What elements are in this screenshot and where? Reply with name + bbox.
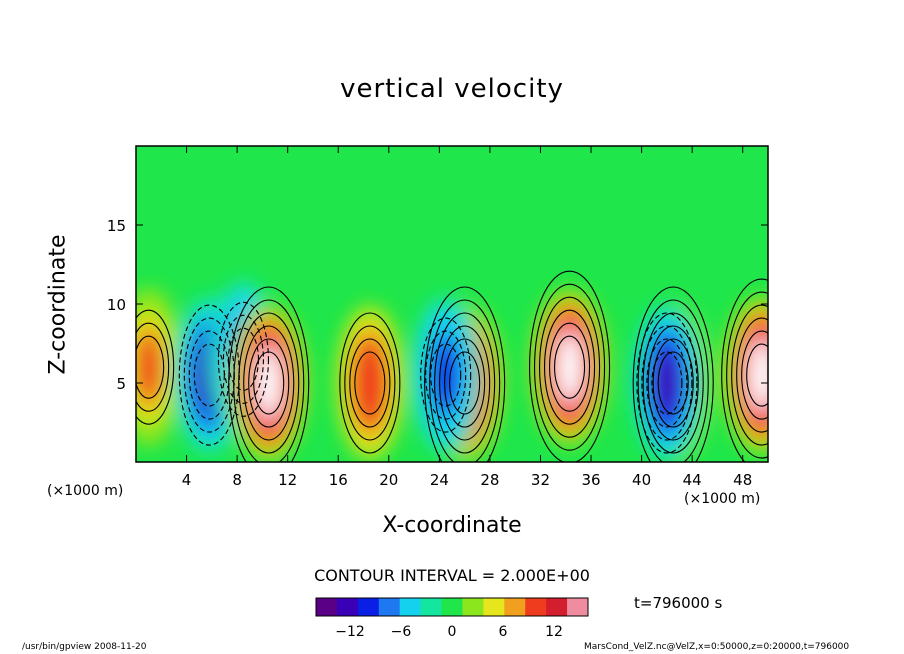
contour-ring: [554, 335, 586, 399]
colorbar-swatch: [567, 598, 589, 616]
colorbar-swatch: [462, 598, 484, 616]
contour-ring: [248, 338, 290, 428]
colorbar-swatch: [525, 598, 547, 616]
contour-ring: [425, 330, 467, 420]
colorbar-swatch: [378, 598, 401, 616]
x-axis-label: X-coordinate: [382, 513, 522, 538]
contour-ring: [434, 312, 496, 454]
contour-interval-label: CONTOUR INTERVAL = 2.000E+00: [314, 566, 590, 585]
contour-ring: [549, 322, 591, 412]
x-tick-label: 36: [581, 471, 600, 489]
contour-ring: [657, 351, 689, 415]
y-tick-label: 10: [107, 296, 126, 314]
y-tick-label: 15: [107, 217, 126, 235]
contour-ring: [641, 325, 693, 441]
contour-ring: [420, 317, 472, 433]
contour-lines: [136, 270, 768, 462]
colorbar-tick-label: −12: [335, 624, 365, 640]
contour-ring: [339, 312, 401, 454]
heatmap-cell: [138, 335, 160, 400]
contour-ring: [233, 299, 305, 462]
colorbar-swatch: [399, 598, 422, 616]
heatmap-cell: [359, 351, 381, 415]
heatmap-cell: [257, 351, 280, 415]
x-tick-label: 40: [632, 471, 651, 489]
contour-ring: [217, 301, 269, 417]
contour-ring: [637, 299, 709, 462]
contour-ring: [721, 278, 768, 462]
contour-ring: [652, 338, 694, 428]
colorbar-frame: [315, 597, 589, 617]
contour-ring: [449, 351, 481, 415]
contour-ring: [243, 325, 295, 441]
contour-ring: [534, 283, 606, 451]
contour-ring: [741, 330, 768, 420]
contour-ring: [344, 325, 396, 441]
heatmap-cell: [558, 335, 581, 400]
contour-ring: [222, 314, 264, 404]
contour-ring: [228, 286, 310, 462]
colorbar-swatch: [483, 598, 505, 616]
contour-ring: [539, 296, 601, 438]
x-tick-label: 32: [531, 471, 550, 489]
contour-ring: [354, 351, 386, 415]
time-label: t=796000 s: [634, 594, 723, 612]
contour-ring: [746, 343, 768, 407]
contour-ring: [136, 335, 165, 399]
contour-ring: [642, 312, 704, 454]
colorbar-swatch: [546, 598, 568, 616]
contour-ring: [529, 270, 611, 462]
contour-ring: [444, 338, 486, 428]
contour-ring: [647, 325, 699, 441]
contour-ring: [136, 322, 170, 412]
contour-ring: [651, 351, 683, 415]
colorbar-swatch: [336, 598, 359, 616]
contour-ring: [136, 309, 175, 425]
contour-ring: [238, 312, 300, 454]
contour-ring: [544, 309, 596, 425]
contour-ring: [632, 286, 714, 462]
colorbar-tick-label: 12: [545, 624, 563, 640]
x-tick-label: 44: [683, 471, 702, 489]
x-tick-label: 24: [430, 471, 449, 489]
heatmap-cell: [656, 351, 678, 415]
colorbar-tick-label: −6: [391, 624, 412, 640]
colorbar-swatch: [420, 598, 443, 616]
footer-left-text: /usr/bin/gpview 2008-11-20: [22, 642, 147, 652]
contour-ring: [636, 312, 698, 454]
colorbar-tick-label: 6: [499, 624, 508, 640]
chart-title: vertical velocity: [340, 74, 564, 104]
x-tick-label: 16: [329, 471, 348, 489]
colorbar-swatch: [357, 598, 380, 616]
footer-right-text: MarsCond_VelZ.nc@VelZ,x=0:50000,z=0:2000…: [584, 642, 850, 652]
y-tick-label: 5: [116, 375, 126, 393]
x-tick-label: 4: [182, 471, 192, 489]
contour-ring: [439, 325, 491, 441]
heatmap-cell: [750, 343, 768, 408]
colorbar-tick-label: 0: [448, 624, 457, 640]
contour-ring: [349, 338, 391, 428]
contour-ring: [429, 299, 501, 462]
contour-ring: [646, 338, 688, 428]
x-tick-label: 28: [480, 471, 499, 489]
x-unit-label-right: (×1000 m): [684, 491, 761, 507]
contour-ring: [736, 317, 768, 433]
colorbar-swatch: [441, 598, 463, 616]
contour-ring: [726, 291, 768, 459]
x-unit-label-left: (×1000 m): [47, 483, 124, 499]
x-tick-label: 48: [733, 471, 752, 489]
x-tick-label: 8: [232, 471, 242, 489]
colorbar-swatch: [504, 598, 526, 616]
contour-ring: [430, 343, 462, 407]
x-tick-label: 20: [379, 471, 398, 489]
colorbar: −12 −6 0 6 12: [315, 597, 589, 640]
contour-ring: [731, 304, 768, 446]
contour-ring: [253, 351, 285, 415]
x-tick-label: 12: [278, 471, 297, 489]
colorbar-swatch: [316, 598, 338, 616]
contour-ring: [424, 286, 506, 462]
